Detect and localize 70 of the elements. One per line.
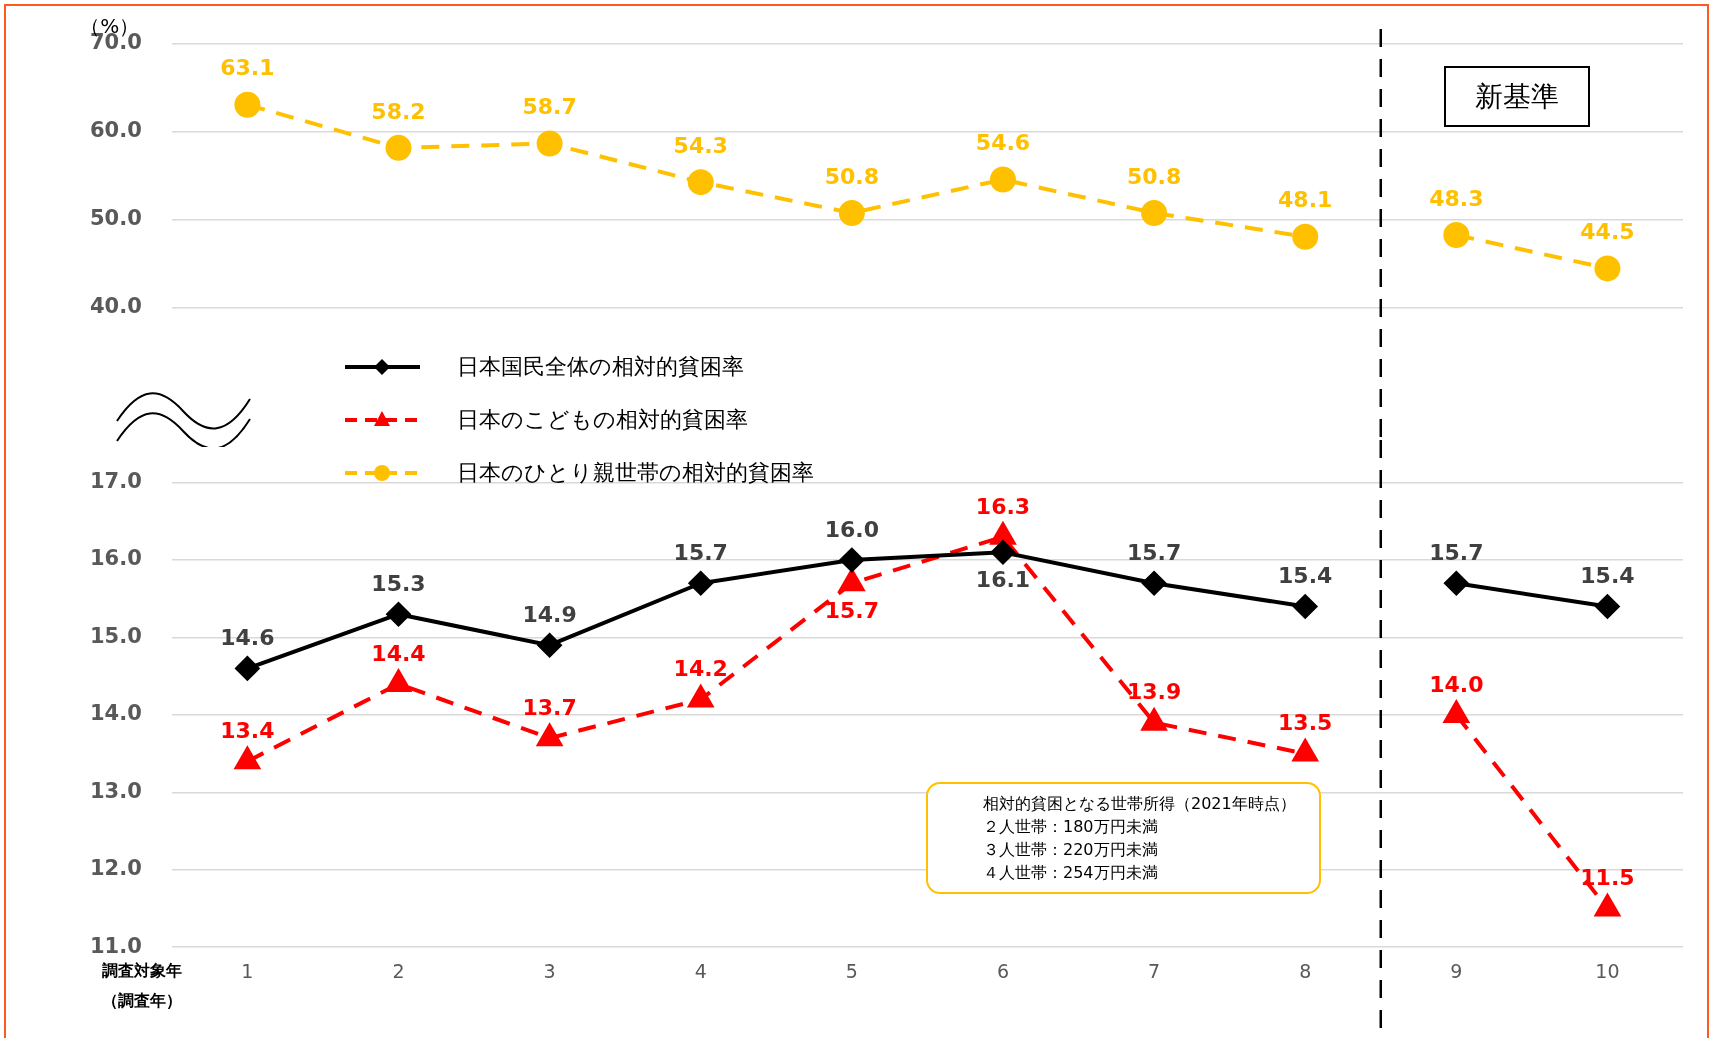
annotation: ４人世帯：254万円未満	[983, 862, 1159, 884]
point	[234, 91, 261, 118]
x-tick-label: 1	[241, 959, 254, 982]
data-label: 13.4	[220, 718, 275, 744]
data-label: 16.1	[975, 567, 1031, 593]
y-tick-label: 40.0	[89, 294, 142, 319]
x-tick-label: 5	[845, 959, 858, 982]
data-label: 44.5	[1580, 219, 1635, 245]
x-tick-label: 10	[1595, 959, 1620, 982]
data-label: 50.8	[824, 163, 879, 189]
data-label: 15.7	[824, 597, 879, 623]
data-label: 16.0	[824, 516, 879, 542]
note-box: 新基準	[1444, 66, 1590, 127]
y-tick-label: 60.0	[89, 118, 142, 143]
point	[1443, 221, 1470, 248]
data-label: 15.7	[673, 539, 728, 565]
data-label: 50.8	[1126, 163, 1182, 189]
data-label: 63.1	[220, 55, 275, 81]
annotation: ２人世帯：180万円未満	[983, 816, 1159, 838]
data-label: 15.3	[371, 570, 426, 596]
y-tick-label: 50.0	[89, 206, 142, 231]
x-tick-label: 2	[392, 959, 405, 982]
point	[687, 169, 714, 196]
data-label: 15.7	[1126, 539, 1182, 565]
data-label: 14.4	[371, 640, 426, 666]
data-label: 15.4	[1580, 563, 1635, 589]
point	[1292, 223, 1319, 250]
data-label: 14.6	[220, 625, 275, 651]
data-label: 13.5	[1278, 710, 1333, 736]
x-tick-label: 7	[1148, 959, 1161, 982]
x-tick-label: 9	[1450, 959, 1463, 982]
legend-label: 日本のひとり親世帯の相対的貧困率	[457, 458, 814, 487]
legend-label: 日本のこどもの相対的貧困率	[457, 405, 748, 434]
legend-label: 日本国民全体の相対的貧困率	[457, 352, 744, 381]
y-tick-label: 16.0	[89, 546, 142, 571]
point	[1141, 199, 1168, 226]
data-label: 15.4	[1278, 563, 1333, 589]
data-label: 14.0	[1429, 671, 1484, 697]
point	[989, 166, 1016, 193]
y-tick-label: 14.0	[89, 701, 142, 726]
data-label: 16.3	[975, 493, 1031, 519]
x-tick-label: 4	[694, 959, 707, 982]
data-label: 13.7	[522, 694, 577, 720]
point	[385, 134, 412, 161]
y-tick-label: 12.0	[89, 856, 142, 881]
annotation: 相対的貧困となる世帯所得（2021年時点）	[983, 793, 1297, 815]
data-label: 54.3	[673, 132, 728, 158]
y-tick-label: 11.0	[89, 933, 142, 958]
x-tick-label: 6	[996, 959, 1010, 982]
data-label: 15.7	[1429, 539, 1484, 565]
point	[536, 130, 563, 157]
x-tick-label: 3	[543, 959, 556, 982]
data-label: 13.9	[1126, 679, 1182, 705]
y-tick-label: 13.0	[89, 778, 142, 803]
data-label: 14.2	[673, 656, 728, 682]
data-label: 48.3	[1429, 185, 1484, 211]
x-tick-label: 8	[1299, 959, 1312, 982]
point	[1594, 255, 1621, 282]
data-label: 58.2	[371, 98, 426, 124]
annotation: ３人世帯：220万円未満	[983, 839, 1159, 861]
data-label: 14.9	[522, 601, 577, 627]
point	[838, 199, 865, 226]
data-label: 54.6	[975, 130, 1031, 156]
annotation: 新基準	[1475, 78, 1559, 115]
y-tick-label: 17.0	[89, 469, 142, 494]
data-label: 11.5	[1580, 865, 1635, 891]
data-label: 48.1	[1278, 187, 1333, 213]
x-axis-title: 調査対象年（調査年）	[101, 961, 182, 1011]
y-tick-label: 15.0	[89, 623, 142, 648]
data-label: 58.7	[522, 94, 577, 120]
